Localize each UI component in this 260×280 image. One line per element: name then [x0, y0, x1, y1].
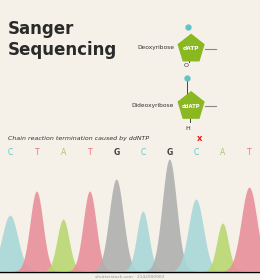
Text: A: A	[61, 148, 66, 157]
Text: Chain reaction termination caused by ddNTP: Chain reaction termination caused by ddN…	[8, 136, 149, 141]
Text: dATP: dATP	[183, 46, 199, 52]
Text: T: T	[247, 148, 252, 157]
Text: Sanger
Sequencing: Sanger Sequencing	[8, 20, 117, 59]
Polygon shape	[178, 34, 205, 61]
Text: Dideoxyribose: Dideoxyribose	[132, 102, 174, 108]
Text: G: G	[167, 148, 173, 157]
Polygon shape	[178, 91, 205, 119]
Text: O: O	[183, 63, 188, 68]
Text: C: C	[194, 148, 199, 157]
Text: shutterstock.com · 2142000903: shutterstock.com · 2142000903	[95, 275, 165, 279]
Text: A: A	[220, 148, 226, 157]
Text: C: C	[8, 148, 13, 157]
Text: H: H	[185, 126, 190, 131]
Text: Deoxyribose: Deoxyribose	[137, 45, 174, 50]
Text: T: T	[88, 148, 93, 157]
Text: T: T	[35, 148, 39, 157]
Text: ddATP: ddATP	[182, 104, 200, 109]
Text: X: X	[197, 136, 202, 142]
Text: H: H	[184, 55, 188, 60]
Text: C: C	[141, 148, 146, 157]
Text: G: G	[114, 148, 120, 157]
